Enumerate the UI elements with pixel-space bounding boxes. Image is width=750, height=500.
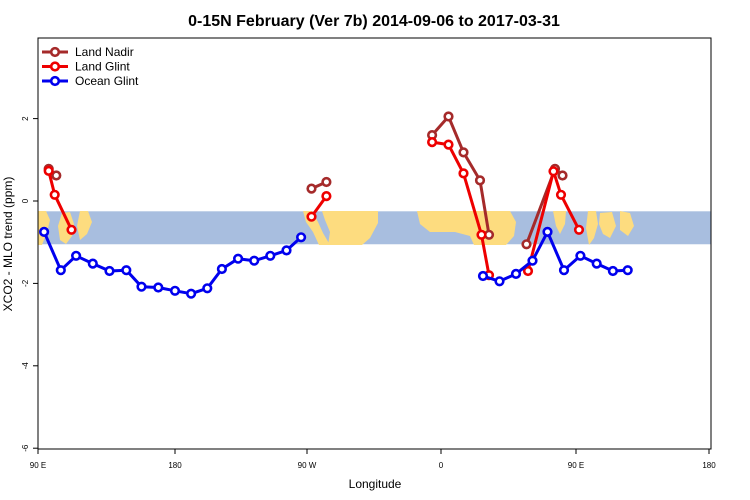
data-point bbox=[555, 189, 567, 200]
data-point bbox=[87, 258, 98, 269]
data-point bbox=[607, 265, 619, 277]
x-tick-label: 90 E bbox=[30, 461, 46, 470]
data-point bbox=[443, 111, 454, 122]
data-point bbox=[296, 232, 307, 243]
data-point bbox=[474, 175, 486, 186]
land-new-guinea bbox=[77, 211, 92, 240]
legend-item: Ocean Glint bbox=[42, 74, 139, 88]
plot-frame bbox=[37, 37, 712, 450]
data-point bbox=[458, 168, 469, 179]
y-tick-label: -4 bbox=[21, 362, 30, 370]
land-indonesia bbox=[599, 212, 616, 238]
data-point bbox=[51, 170, 62, 181]
data-point bbox=[281, 245, 292, 256]
data-point bbox=[104, 265, 115, 277]
x-tick-label: 90 W bbox=[298, 461, 317, 470]
data-point bbox=[458, 147, 469, 158]
series-layer bbox=[38, 111, 633, 299]
data-point bbox=[186, 288, 197, 299]
land-southeast-asia bbox=[586, 211, 598, 245]
data-point bbox=[427, 137, 438, 148]
land-philippines-borneo bbox=[58, 212, 74, 244]
data-point bbox=[591, 258, 602, 269]
data-point bbox=[510, 268, 522, 280]
legend-item: Land Glint bbox=[42, 60, 130, 74]
land-south-america bbox=[322, 211, 378, 245]
x-tick-label: 0 bbox=[439, 461, 444, 470]
y-tick-label: -6 bbox=[21, 444, 30, 452]
land-india bbox=[553, 211, 566, 234]
data-point bbox=[476, 229, 487, 240]
data-point bbox=[542, 226, 553, 237]
series-line bbox=[482, 230, 628, 283]
data-point bbox=[477, 270, 489, 282]
data-point bbox=[265, 250, 276, 261]
data-point bbox=[548, 166, 559, 177]
series-ocean-glint bbox=[38, 226, 633, 299]
data-point bbox=[521, 239, 532, 250]
legend-marker bbox=[49, 75, 61, 87]
data-point bbox=[202, 283, 213, 294]
data-point bbox=[573, 224, 585, 235]
data-point bbox=[153, 282, 164, 293]
data-point bbox=[233, 253, 244, 264]
data-point bbox=[306, 183, 317, 194]
data-point bbox=[38, 226, 50, 237]
series-land-glint bbox=[43, 137, 585, 281]
y-tick-label: -2 bbox=[21, 279, 30, 287]
data-point bbox=[216, 263, 227, 275]
data-point bbox=[121, 265, 132, 276]
world-map-band bbox=[38, 211, 711, 245]
y-tick-label: 0 bbox=[21, 198, 30, 203]
data-point bbox=[557, 170, 568, 181]
legend-label: Land Glint bbox=[75, 60, 130, 74]
y-axis-label: XCO2 - MLO trend (ppm) bbox=[1, 177, 15, 312]
y-tick-label: 2 bbox=[21, 116, 30, 121]
chart-title: 0-15N February (Ver 7b) 2014-09-06 to 20… bbox=[188, 13, 560, 30]
x-tick-label: 90 E bbox=[568, 461, 584, 470]
legend-label: Land Nadir bbox=[75, 45, 134, 59]
data-point bbox=[55, 265, 66, 276]
data-point bbox=[321, 176, 332, 188]
data-point bbox=[306, 211, 317, 222]
data-point bbox=[558, 265, 570, 276]
data-point bbox=[527, 255, 538, 266]
x-tick-label: 180 bbox=[168, 461, 182, 470]
series-line bbox=[431, 140, 491, 276]
series-line bbox=[526, 169, 581, 272]
y-axis: -6 -4 -2 0 2 bbox=[21, 116, 38, 452]
data-point bbox=[43, 165, 54, 176]
legend-item: Land Nadir bbox=[42, 45, 134, 59]
data-point bbox=[575, 250, 586, 261]
legend-label: Ocean Glint bbox=[75, 74, 139, 88]
data-point bbox=[249, 255, 260, 266]
data-point bbox=[443, 139, 454, 150]
x-axis: 90 E 180 90 W 0 90 E 180 bbox=[30, 449, 716, 470]
land-new-guinea-east bbox=[620, 211, 634, 236]
data-point bbox=[494, 276, 505, 287]
data-point bbox=[522, 265, 534, 277]
data-point bbox=[321, 191, 332, 202]
data-point bbox=[622, 265, 633, 276]
x-axis-label: Longitude bbox=[349, 477, 402, 491]
legend-marker bbox=[49, 46, 61, 58]
legend-marker bbox=[49, 61, 61, 72]
x-tick-label: 180 bbox=[702, 461, 716, 470]
data-point bbox=[169, 285, 181, 296]
data-point bbox=[49, 189, 60, 200]
data-point bbox=[136, 281, 147, 292]
data-point bbox=[70, 250, 82, 261]
data-point bbox=[66, 224, 77, 235]
